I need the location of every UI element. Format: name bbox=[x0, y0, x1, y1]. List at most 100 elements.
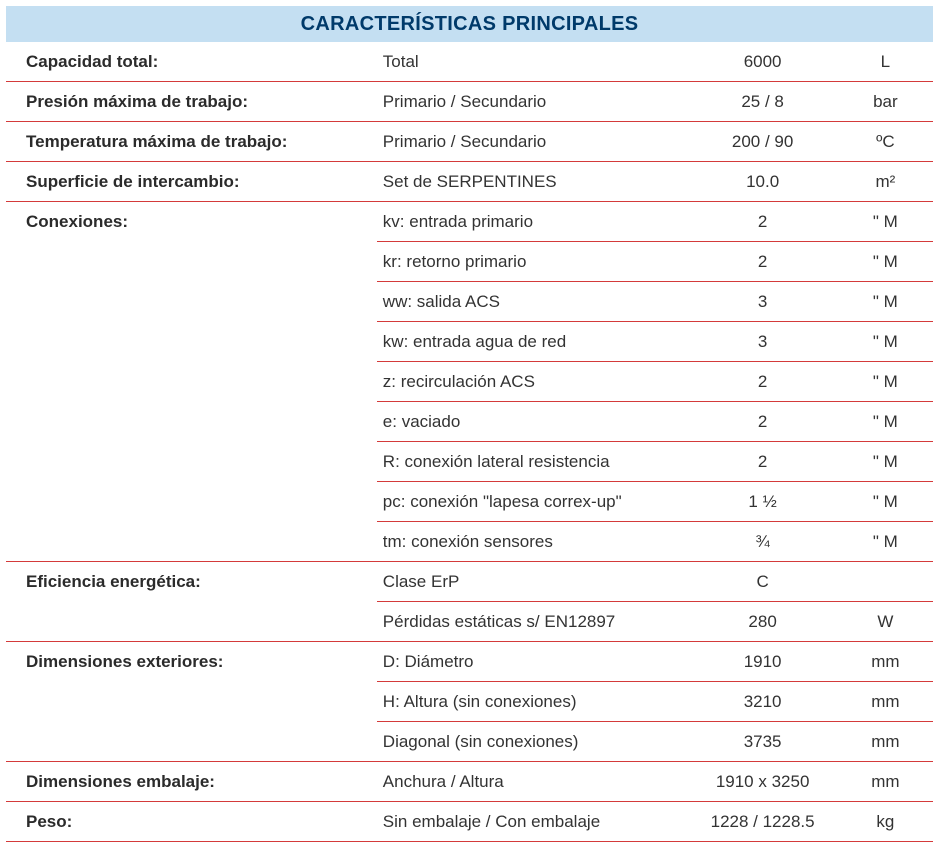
row-value: 3735 bbox=[687, 722, 837, 762]
row-unit: " M bbox=[838, 442, 933, 482]
row-label bbox=[6, 402, 377, 442]
table-row: e: vaciado2" M bbox=[6, 402, 933, 442]
row-unit: " M bbox=[838, 322, 933, 362]
row-value: 3 bbox=[687, 282, 837, 322]
table-row: Capacidad total:Total6000L bbox=[6, 42, 933, 82]
row-label: Eficiencia energética: bbox=[6, 562, 377, 602]
table-row: pc: conexión "lapesa correx-up"1 ½" M bbox=[6, 482, 933, 522]
table-row: Dimensiones exteriores:D: Diámetro1910mm bbox=[6, 642, 933, 682]
row-description: ww: salida ACS bbox=[377, 282, 688, 322]
row-unit: " M bbox=[838, 482, 933, 522]
table-row: Superficie de intercambio:Set de SERPENT… bbox=[6, 162, 933, 202]
row-unit: mm bbox=[838, 682, 933, 722]
row-unit: kg bbox=[838, 802, 933, 842]
row-value: 200 / 90 bbox=[687, 122, 837, 162]
row-unit: " M bbox=[838, 242, 933, 282]
table-row: tm: conexión sensores¾" M bbox=[6, 522, 933, 562]
row-unit: L bbox=[838, 42, 933, 82]
table-row: kw: entrada agua de red3" M bbox=[6, 322, 933, 362]
table-row: Diagonal (sin conexiones)3735mm bbox=[6, 722, 933, 762]
row-label: Dimensiones embalaje: bbox=[6, 762, 377, 802]
row-value: 2 bbox=[687, 442, 837, 482]
row-value: 25 / 8 bbox=[687, 82, 837, 122]
table-row: Peso:Sin embalaje / Con embalaje1228 / 1… bbox=[6, 802, 933, 842]
spec-table: Capacidad total:Total6000LPresión máxima… bbox=[6, 42, 933, 842]
table-row: ww: salida ACS3" M bbox=[6, 282, 933, 322]
row-label: Conexiones: bbox=[6, 202, 377, 242]
table-row: Eficiencia energética:Clase ErPC bbox=[6, 562, 933, 602]
row-description: D: Diámetro bbox=[377, 642, 688, 682]
row-unit: m² bbox=[838, 162, 933, 202]
row-value: 1228 / 1228.5 bbox=[687, 802, 837, 842]
row-unit: " M bbox=[838, 402, 933, 442]
row-unit: mm bbox=[838, 642, 933, 682]
row-description: H: Altura (sin conexiones) bbox=[377, 682, 688, 722]
row-label bbox=[6, 722, 377, 762]
row-description: z: recirculación ACS bbox=[377, 362, 688, 402]
table-row: kr: retorno primario2" M bbox=[6, 242, 933, 282]
row-value: 10.0 bbox=[687, 162, 837, 202]
table-row: R: conexión lateral resistencia2" M bbox=[6, 442, 933, 482]
row-description: Primario / Secundario bbox=[377, 82, 688, 122]
row-unit: " M bbox=[838, 522, 933, 562]
row-unit bbox=[838, 562, 933, 602]
row-label bbox=[6, 602, 377, 642]
row-label: Presión máxima de trabajo: bbox=[6, 82, 377, 122]
row-value: 1910 bbox=[687, 642, 837, 682]
row-description: kr: retorno primario bbox=[377, 242, 688, 282]
row-label: Superficie de intercambio: bbox=[6, 162, 377, 202]
row-unit: ºC bbox=[838, 122, 933, 162]
row-label bbox=[6, 282, 377, 322]
row-unit: " M bbox=[838, 282, 933, 322]
row-label: Dimensiones exteriores: bbox=[6, 642, 377, 682]
row-unit: " M bbox=[838, 202, 933, 242]
table-row: Conexiones:kv: entrada primario2" M bbox=[6, 202, 933, 242]
row-description: Anchura / Altura bbox=[377, 762, 688, 802]
row-unit: mm bbox=[838, 762, 933, 802]
table-row: z: recirculación ACS2" M bbox=[6, 362, 933, 402]
row-description: Clase ErP bbox=[377, 562, 688, 602]
row-description: Diagonal (sin conexiones) bbox=[377, 722, 688, 762]
row-description: Sin embalaje / Con embalaje bbox=[377, 802, 688, 842]
row-label bbox=[6, 362, 377, 402]
row-unit: W bbox=[838, 602, 933, 642]
row-description: kv: entrada primario bbox=[377, 202, 688, 242]
row-label bbox=[6, 682, 377, 722]
row-description: Set de SERPENTINES bbox=[377, 162, 688, 202]
row-description: Total bbox=[377, 42, 688, 82]
row-value: 2 bbox=[687, 362, 837, 402]
table-title: CARACTERÍSTICAS PRINCIPALES bbox=[6, 6, 933, 42]
row-label bbox=[6, 322, 377, 362]
row-value: 1910 x 3250 bbox=[687, 762, 837, 802]
row-description: Primario / Secundario bbox=[377, 122, 688, 162]
row-value: 280 bbox=[687, 602, 837, 642]
table-row: Temperatura máxima de trabajo:Primario /… bbox=[6, 122, 933, 162]
row-value: 6000 bbox=[687, 42, 837, 82]
row-description: R: conexión lateral resistencia bbox=[377, 442, 688, 482]
row-unit: " M bbox=[838, 362, 933, 402]
table-row: Dimensiones embalaje:Anchura / Altura191… bbox=[6, 762, 933, 802]
row-label bbox=[6, 242, 377, 282]
row-label: Capacidad total: bbox=[6, 42, 377, 82]
row-description: kw: entrada agua de red bbox=[377, 322, 688, 362]
row-value: 2 bbox=[687, 242, 837, 282]
row-description: Pérdidas estáticas s/ EN12897 bbox=[377, 602, 688, 642]
row-value: 1 ½ bbox=[687, 482, 837, 522]
row-value: C bbox=[687, 562, 837, 602]
table-row: Presión máxima de trabajo:Primario / Sec… bbox=[6, 82, 933, 122]
row-label bbox=[6, 522, 377, 562]
row-label: Peso: bbox=[6, 802, 377, 842]
row-label bbox=[6, 482, 377, 522]
row-value: ¾ bbox=[687, 522, 837, 562]
row-label: Temperatura máxima de trabajo: bbox=[6, 122, 377, 162]
row-unit: bar bbox=[838, 82, 933, 122]
row-value: 3210 bbox=[687, 682, 837, 722]
row-label bbox=[6, 442, 377, 482]
row-description: pc: conexión "lapesa correx-up" bbox=[377, 482, 688, 522]
table-row: Pérdidas estáticas s/ EN12897280W bbox=[6, 602, 933, 642]
table-row: H: Altura (sin conexiones)3210mm bbox=[6, 682, 933, 722]
row-unit: mm bbox=[838, 722, 933, 762]
row-description: tm: conexión sensores bbox=[377, 522, 688, 562]
row-value: 2 bbox=[687, 202, 837, 242]
row-value: 3 bbox=[687, 322, 837, 362]
